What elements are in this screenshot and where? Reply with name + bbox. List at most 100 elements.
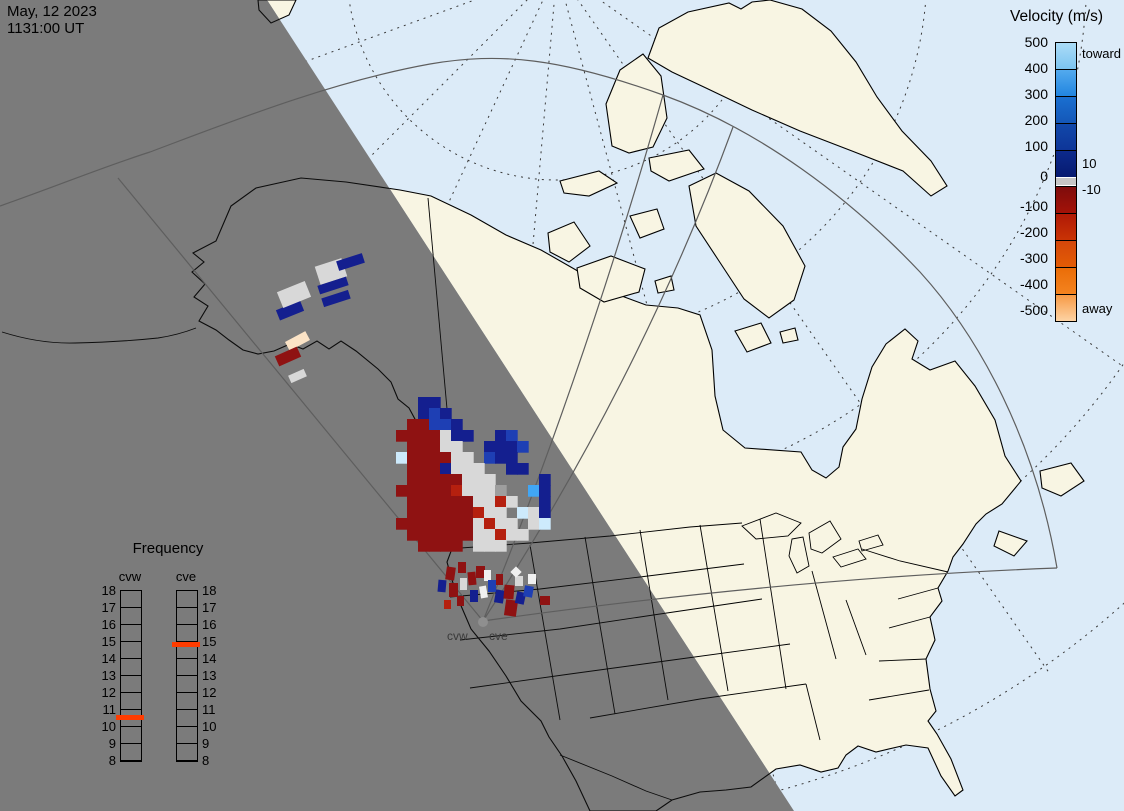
radar-cell — [429, 507, 441, 519]
radar-cell — [444, 600, 451, 609]
velocity-tick: 300 — [1024, 86, 1048, 102]
frequency-tick: 10 — [101, 719, 116, 734]
radar-cell — [506, 518, 518, 530]
velocity-tick: 400 — [1024, 60, 1048, 76]
radar-cell — [462, 518, 474, 530]
radar-cell — [523, 585, 534, 598]
radar-cell — [503, 599, 519, 617]
frequency-tick: 18 — [202, 583, 217, 598]
radar-cell — [462, 452, 474, 464]
freq-ticks-right: 18 17 16 15 14 13 12 11 10 9 8 — [202, 582, 238, 769]
radar-cell — [539, 474, 551, 486]
radar-cell — [418, 463, 430, 475]
radar-cell — [440, 507, 452, 519]
radar-cell — [514, 591, 527, 605]
colorbar-segment — [1056, 96, 1076, 123]
radar-cell — [407, 419, 419, 431]
freq-marker-cvw — [116, 715, 144, 720]
radar-cell — [460, 578, 467, 590]
radar-cell — [473, 518, 485, 530]
radar-cell — [503, 584, 515, 600]
radar-cell — [429, 518, 441, 530]
radar-cell — [457, 596, 464, 606]
radar-cell — [495, 529, 507, 541]
radar-cell — [473, 540, 485, 552]
radar-cell — [445, 566, 456, 581]
radar-cell — [418, 452, 430, 464]
radar-cell — [506, 496, 518, 508]
radar-cell — [495, 540, 507, 552]
frequency-tick: 14 — [202, 651, 217, 666]
radar-cell — [451, 485, 463, 497]
radar-cell — [473, 463, 485, 475]
radar-cell — [496, 574, 503, 585]
radar-cell — [451, 419, 463, 431]
radar-cell — [284, 331, 311, 351]
radar-cell — [451, 441, 463, 453]
radar-cell — [484, 518, 496, 530]
radar-cell — [451, 507, 463, 519]
radar-cell — [539, 507, 551, 519]
radar-cell — [540, 596, 550, 605]
radar-cell — [407, 529, 419, 541]
frequency-tick: 12 — [202, 685, 217, 700]
radar-cell — [418, 540, 430, 552]
radar-cell — [473, 474, 485, 486]
radar-cell — [462, 430, 474, 442]
velocity-legend-title: Velocity (m/s) — [1010, 8, 1104, 25]
velocity-tick: -300 — [1019, 250, 1048, 266]
frequency-tick: 11 — [102, 702, 117, 717]
radar-cell — [451, 430, 463, 442]
time-text: 1131:00 UT — [7, 20, 85, 37]
radar-cell — [440, 452, 452, 464]
radar-cell — [462, 474, 474, 486]
colorbar-segment — [1056, 43, 1076, 69]
radar-cell — [473, 507, 485, 519]
radar-cell — [495, 430, 507, 442]
radar-cell — [462, 463, 474, 475]
radar-cell — [451, 529, 463, 541]
freq-col-label-cve: cve — [175, 569, 197, 584]
freq-scale-cvw — [120, 590, 142, 762]
colorbar-segment — [1056, 123, 1076, 150]
radar-cell — [429, 463, 441, 475]
radar-echo-cells — [274, 253, 551, 617]
radar-cell — [484, 452, 496, 464]
radar-cell — [462, 485, 474, 497]
frequency-tick: 18 — [101, 583, 116, 598]
radar-cell — [449, 583, 458, 597]
velocity-colorbar — [1055, 42, 1077, 322]
radar-cell — [440, 485, 452, 497]
radar-cell — [495, 452, 507, 464]
radar-cell — [429, 496, 441, 508]
velocity-tick: -200 — [1019, 224, 1048, 240]
velocity-tick: -400 — [1019, 276, 1048, 292]
radar-cell — [418, 518, 430, 530]
frequency-legend-title: Frequency — [132, 540, 204, 557]
frequency-tick: 16 — [202, 617, 217, 632]
radar-cell — [396, 452, 408, 464]
radar-site-dot — [478, 617, 488, 627]
radar-cell — [479, 585, 488, 599]
radar-cell — [429, 540, 441, 552]
radar-cell — [462, 496, 474, 508]
radar-cell — [407, 430, 419, 442]
radar-cell — [440, 430, 452, 442]
radar-cell — [539, 485, 551, 497]
radar-cell — [418, 408, 430, 420]
radar-cell — [517, 529, 529, 541]
radar-fov-lines — [0, 57, 1058, 622]
radar-cell — [418, 529, 430, 541]
colorbar-segment — [1056, 186, 1076, 213]
colorbar-zero-band — [1056, 177, 1076, 186]
velocity-tick: -100 — [1019, 198, 1048, 214]
freq-ticks-left: 18 17 16 15 14 13 12 11 10 9 8 — [80, 582, 116, 769]
date-text: May, 12 2023 — [7, 3, 97, 20]
radar-cell — [440, 419, 452, 431]
radar-cell — [515, 576, 523, 586]
radar-cell — [539, 518, 551, 530]
radar-cell — [506, 529, 518, 541]
frequency-tick: 13 — [202, 668, 217, 683]
radar-cell — [451, 452, 463, 464]
